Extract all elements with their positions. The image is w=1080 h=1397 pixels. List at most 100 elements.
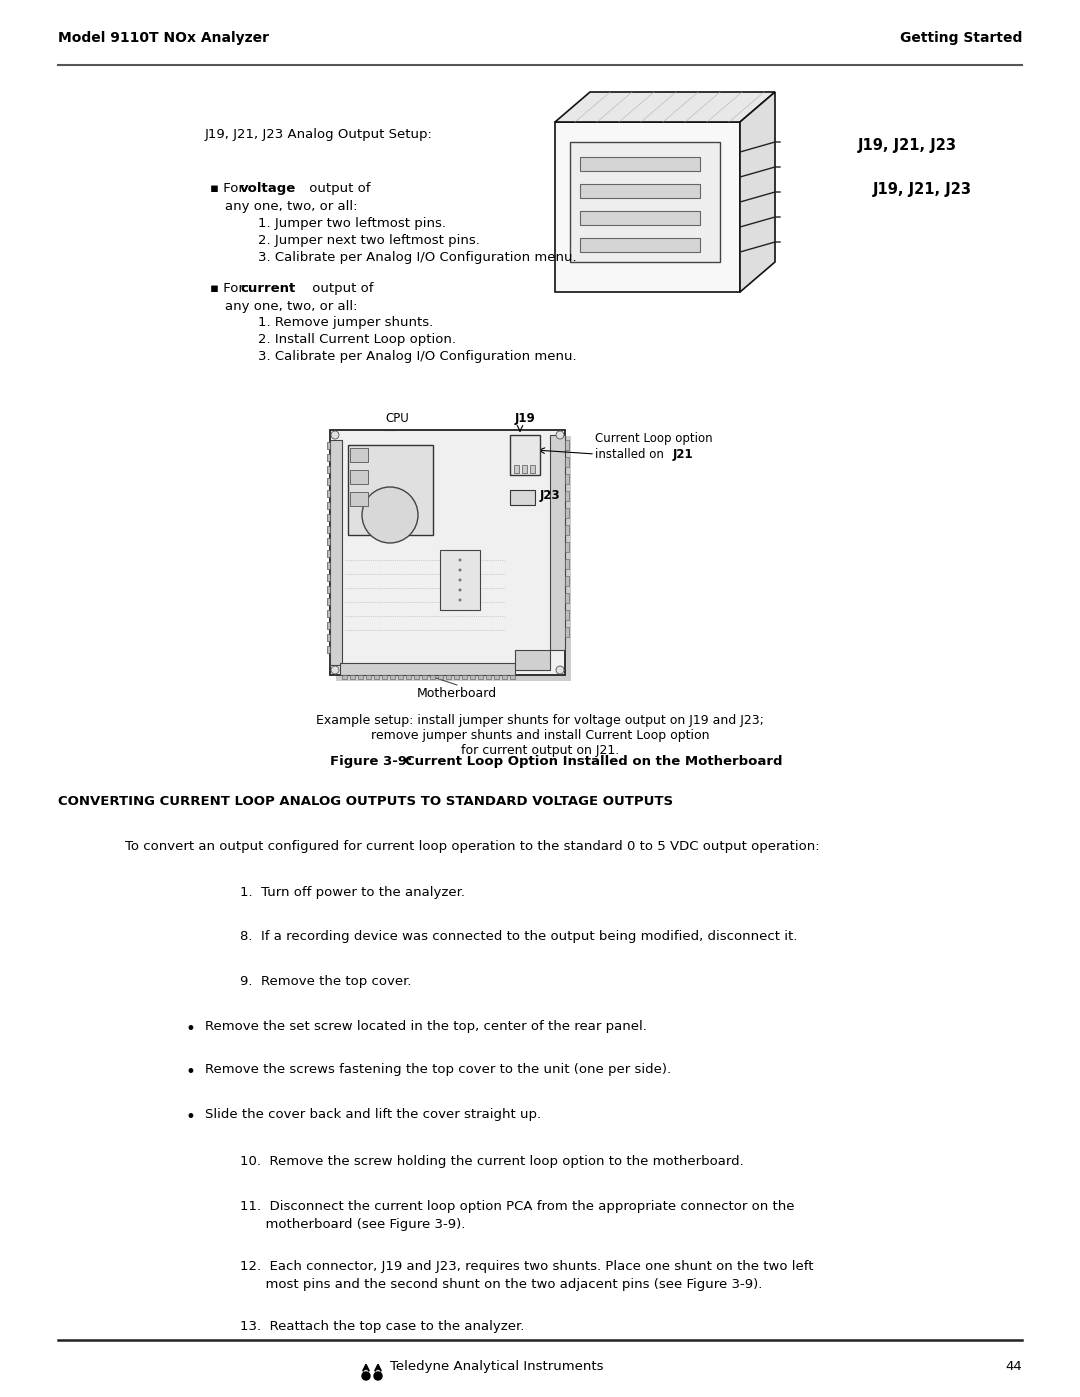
Text: J19, J21, J23: J19, J21, J23 (873, 182, 972, 197)
FancyBboxPatch shape (327, 622, 330, 629)
Text: •: • (185, 1063, 194, 1081)
Text: any one, two, or all:: any one, two, or all: (225, 300, 357, 313)
FancyBboxPatch shape (510, 675, 515, 679)
FancyBboxPatch shape (440, 550, 480, 610)
Circle shape (330, 666, 339, 673)
Text: Example setup: install jumper shunts for voltage output on J19 and J23;
remove j: Example setup: install jumper shunts for… (316, 714, 764, 757)
Text: 44: 44 (1005, 1361, 1022, 1373)
Text: J23: J23 (540, 489, 561, 502)
Text: 8.  If a recording device was connected to the output being modified, disconnect: 8. If a recording device was connected t… (240, 930, 797, 943)
FancyBboxPatch shape (565, 457, 569, 467)
FancyBboxPatch shape (327, 574, 330, 581)
Text: Motherboard: Motherboard (417, 687, 497, 700)
Text: 1. Remove jumper shunts.: 1. Remove jumper shunts. (258, 316, 433, 330)
FancyBboxPatch shape (565, 559, 569, 569)
FancyBboxPatch shape (327, 538, 330, 545)
Text: J19, J21, J23 Analog Output Setup:: J19, J21, J23 Analog Output Setup: (205, 129, 433, 141)
Text: 11.  Disconnect the current loop option PCA from the appropriate connector on th: 11. Disconnect the current loop option P… (240, 1200, 795, 1213)
FancyBboxPatch shape (565, 525, 569, 535)
FancyBboxPatch shape (522, 465, 527, 474)
FancyBboxPatch shape (462, 675, 467, 679)
FancyBboxPatch shape (565, 592, 569, 604)
FancyBboxPatch shape (336, 436, 571, 680)
FancyBboxPatch shape (530, 465, 535, 474)
FancyBboxPatch shape (414, 675, 419, 679)
Text: 1. Jumper two leftmost pins.: 1. Jumper two leftmost pins. (258, 217, 446, 231)
FancyBboxPatch shape (580, 156, 700, 170)
FancyBboxPatch shape (330, 430, 565, 675)
FancyBboxPatch shape (580, 184, 700, 198)
Circle shape (330, 432, 339, 439)
FancyBboxPatch shape (515, 650, 550, 671)
FancyBboxPatch shape (486, 675, 491, 679)
FancyBboxPatch shape (357, 675, 363, 679)
FancyBboxPatch shape (327, 645, 330, 652)
Text: Model 9110T NOx Analyzer: Model 9110T NOx Analyzer (58, 31, 269, 45)
FancyBboxPatch shape (348, 446, 433, 535)
FancyBboxPatch shape (390, 675, 395, 679)
FancyBboxPatch shape (555, 122, 740, 292)
Text: motherboard (see Figure 3-9).: motherboard (see Figure 3-9). (240, 1218, 465, 1231)
FancyBboxPatch shape (327, 610, 330, 617)
FancyBboxPatch shape (399, 675, 403, 679)
Text: Slide the cover back and lift the cover straight up.: Slide the cover back and lift the cover … (205, 1108, 541, 1120)
FancyBboxPatch shape (327, 585, 330, 592)
Text: any one, two, or all:: any one, two, or all: (225, 200, 357, 212)
FancyBboxPatch shape (502, 675, 507, 679)
FancyBboxPatch shape (406, 675, 411, 679)
FancyBboxPatch shape (327, 441, 330, 448)
Text: ▪ For: ▪ For (210, 282, 248, 295)
Text: Remove the screws fastening the top cover to the unit (one per side).: Remove the screws fastening the top cove… (205, 1063, 671, 1076)
Text: voltage: voltage (240, 182, 296, 196)
Circle shape (556, 432, 564, 439)
FancyBboxPatch shape (327, 478, 330, 485)
Text: J19, J21, J23: J19, J21, J23 (858, 138, 957, 154)
FancyBboxPatch shape (422, 675, 427, 679)
FancyBboxPatch shape (350, 675, 355, 679)
Text: Teledyne Analytical Instruments: Teledyne Analytical Instruments (390, 1361, 604, 1373)
FancyBboxPatch shape (340, 664, 515, 675)
Text: Current Loop option: Current Loop option (595, 432, 713, 446)
Circle shape (459, 578, 461, 581)
FancyBboxPatch shape (366, 675, 372, 679)
FancyBboxPatch shape (565, 474, 569, 483)
FancyBboxPatch shape (565, 440, 569, 450)
FancyBboxPatch shape (580, 237, 700, 251)
FancyBboxPatch shape (327, 598, 330, 605)
FancyBboxPatch shape (570, 142, 720, 263)
Text: 9.  Remove the top cover.: 9. Remove the top cover. (240, 975, 411, 988)
FancyBboxPatch shape (350, 448, 368, 462)
Text: CONVERTING CURRENT LOOP ANALOG OUTPUTS TO STANDARD VOLTAGE OUTPUTS: CONVERTING CURRENT LOOP ANALOG OUTPUTS T… (58, 795, 673, 807)
FancyBboxPatch shape (350, 469, 368, 483)
FancyBboxPatch shape (327, 514, 330, 521)
FancyBboxPatch shape (327, 490, 330, 497)
Circle shape (459, 559, 461, 562)
FancyBboxPatch shape (565, 490, 569, 502)
Text: 3. Calibrate per Analog I/O Configuration menu.: 3. Calibrate per Analog I/O Configuratio… (258, 351, 577, 363)
FancyBboxPatch shape (330, 440, 342, 665)
Text: Current Loop Option Installed on the Motherboard: Current Loop Option Installed on the Mot… (405, 754, 783, 768)
FancyBboxPatch shape (565, 509, 569, 518)
FancyBboxPatch shape (494, 675, 499, 679)
Text: CPU: CPU (384, 412, 408, 425)
Text: 12.  Each connector, J19 and J23, requires two shunts. Place one shunt on the tw: 12. Each connector, J19 and J23, require… (240, 1260, 813, 1273)
FancyBboxPatch shape (565, 610, 569, 620)
Text: ▪ For: ▪ For (210, 182, 248, 196)
Text: installed on: installed on (595, 448, 667, 461)
FancyBboxPatch shape (350, 492, 368, 506)
Text: 13.  Reattach the top case to the analyzer.: 13. Reattach the top case to the analyze… (240, 1320, 525, 1333)
FancyBboxPatch shape (327, 527, 330, 534)
FancyBboxPatch shape (327, 467, 330, 474)
Text: 1.  Turn off power to the analyzer.: 1. Turn off power to the analyzer. (240, 886, 465, 900)
FancyBboxPatch shape (327, 562, 330, 569)
Circle shape (459, 588, 461, 591)
Text: most pins and the second shunt on the two adjacent pins (see Figure 3-9).: most pins and the second shunt on the tw… (240, 1278, 762, 1291)
FancyBboxPatch shape (454, 675, 459, 679)
Text: •: • (185, 1020, 194, 1038)
Text: J19: J19 (515, 412, 536, 425)
Text: Figure 3-9:: Figure 3-9: (330, 754, 413, 768)
FancyBboxPatch shape (446, 675, 451, 679)
Circle shape (362, 488, 418, 543)
FancyBboxPatch shape (327, 454, 330, 461)
Circle shape (459, 569, 461, 571)
